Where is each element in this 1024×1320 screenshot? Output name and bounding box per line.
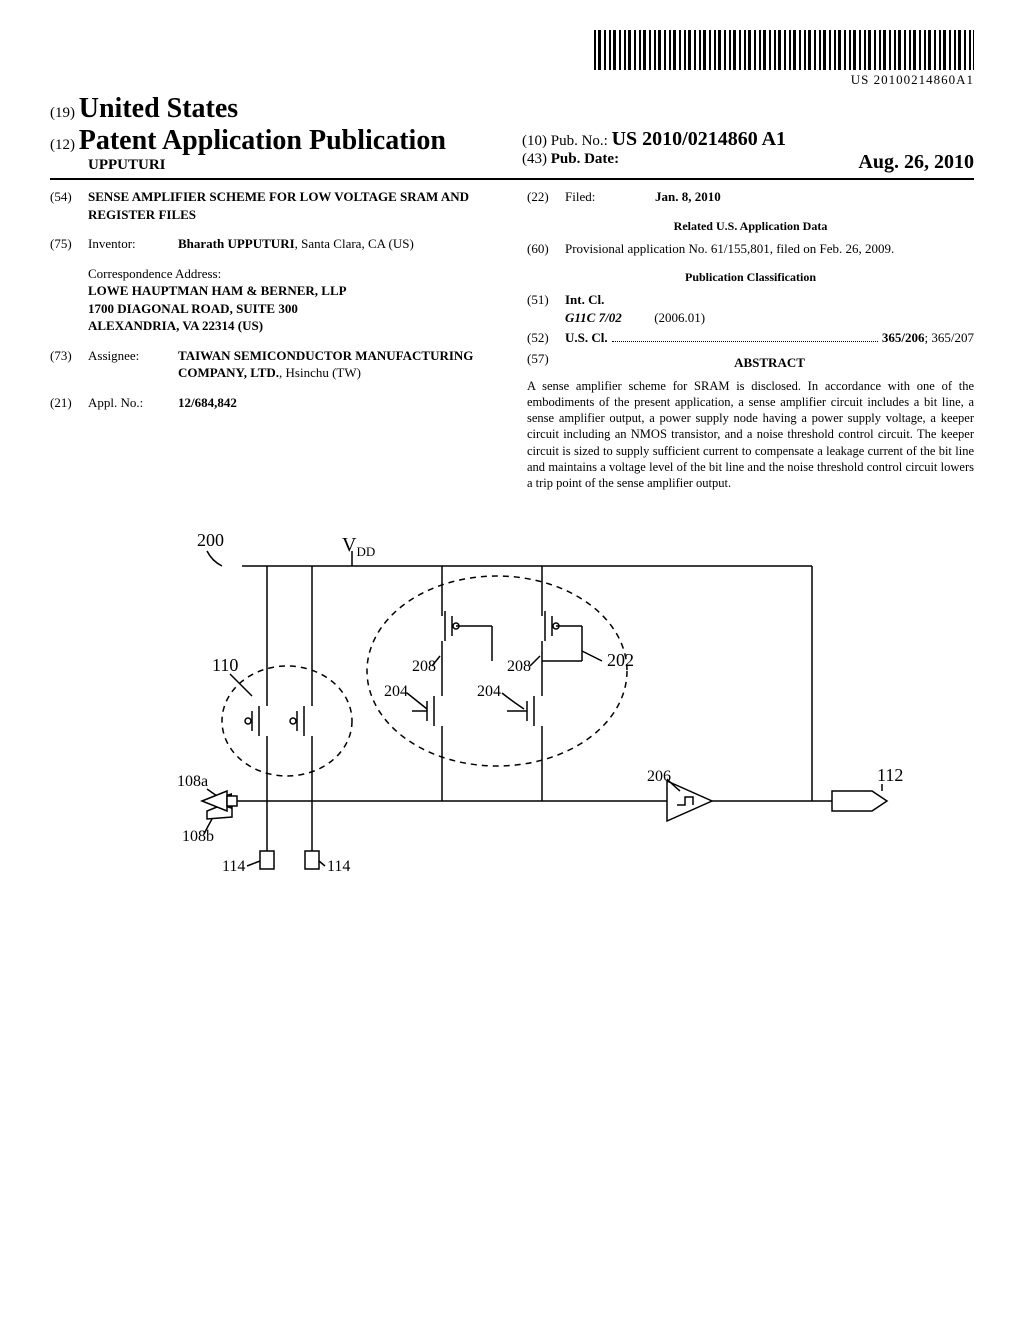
right-column: (22) Filed: Jan. 8, 2010 Related U.S. Ap… <box>527 188 974 491</box>
pub-date-code: (43) <box>522 151 547 167</box>
figure-area: 200 VDD 110 <box>50 521 974 906</box>
uscl-code: (52) <box>527 329 565 347</box>
ref-108b: 108b <box>182 828 214 845</box>
ref-208-right: 208 <box>507 658 531 675</box>
header-left: (19) United States (12) Patent Applicati… <box>50 93 502 174</box>
filed-label: Filed: <box>565 188 655 206</box>
assignee-row: (73) Assignee: TAIWAN SEMICONDUCTOR MANU… <box>50 347 497 382</box>
ref-208-left: 208 <box>412 658 436 675</box>
appl-no-row: (21) Appl. No.: 12/684,842 <box>50 394 497 412</box>
filed-code: (22) <box>527 188 565 206</box>
title-code: (54) <box>50 188 88 223</box>
ref-114-left: 114 <box>222 858 245 875</box>
appl-no-value: 12/684,842 <box>178 394 497 412</box>
patent-page: US 20100214860A1 (19) United States (12)… <box>0 0 1024 936</box>
left-column: (54) SENSE AMPLIFIER SCHEME FOR LOW VOLT… <box>50 188 497 491</box>
assignee-label: Assignee: <box>88 347 178 382</box>
classification-heading: Publication Classification <box>527 269 974 285</box>
correspondence-line2: 1700 DIAGONAL ROAD, SUITE 300 <box>88 300 497 318</box>
inventor-loc: , Santa Clara, CA (US) <box>295 236 414 251</box>
pub-date-value: Aug. 26, 2010 <box>858 151 974 174</box>
ref-206: 206 <box>647 768 671 785</box>
pub-no-value: US 2010/0214860 A1 <box>612 128 786 150</box>
inventor-code: (75) <box>50 235 88 253</box>
intcl-row: (51) Int. Cl. G11C 7/02 (2006.01) <box>527 291 974 326</box>
header-right: (10) Pub. No.: US 2010/0214860 A1 (43) P… <box>502 128 974 174</box>
pub-no-label: Pub. No.: <box>551 133 608 149</box>
ref-204-left: 204 <box>384 683 408 700</box>
appl-no-code: (21) <box>50 394 88 412</box>
vdd-label: VDD <box>342 534 375 559</box>
abstract-text: A sense amplifier scheme for SRAM is dis… <box>527 378 974 492</box>
dotted-fill <box>612 329 878 342</box>
country-name: United States <box>79 93 238 124</box>
ref-114-right: 114 <box>327 858 350 875</box>
inventor-label: Inventor: <box>88 235 178 253</box>
intcl-block: Int. Cl. G11C 7/02 (2006.01) <box>565 291 705 326</box>
title-row: (54) SENSE AMPLIFIER SCHEME FOR LOW VOLT… <box>50 188 497 223</box>
pub-date-line: (43) Pub. Date: Aug. 26, 2010 <box>522 151 974 168</box>
uscl-value-rest: ; 365/207 <box>925 329 974 347</box>
appl-no-label: Appl. No.: <box>88 394 178 412</box>
pub-type-line: (12) Patent Application Publication <box>50 125 502 157</box>
pub-no-line: (10) Pub. No.: US 2010/0214860 A1 <box>522 128 974 151</box>
barcode: US 20100214860A1 <box>594 30 974 88</box>
filed-row: (22) Filed: Jan. 8, 2010 <box>527 188 974 206</box>
abstract-heading-row: (57) ABSTRACT <box>527 350 974 376</box>
abstract-label: ABSTRACT <box>565 354 974 372</box>
ref-110: 110 <box>212 655 238 675</box>
related-data-heading: Related U.S. Application Data <box>527 218 974 234</box>
ref-204-right: 204 <box>477 683 501 700</box>
biblio-two-col: (54) SENSE AMPLIFIER SCHEME FOR LOW VOLT… <box>50 188 974 491</box>
barcode-area: US 20100214860A1 <box>50 30 974 89</box>
intcl-class: G11C 7/02 <box>565 310 622 325</box>
invention-title: SENSE AMPLIFIER SCHEME FOR LOW VOLTAGE S… <box>88 188 497 223</box>
pub-type: Patent Application Publication <box>79 125 446 156</box>
provisional-text: Provisional application No. 61/155,801, … <box>565 240 974 258</box>
uscl-row: (52) U.S. Cl. 365/206; 365/207 <box>527 329 974 347</box>
ref-202: 202 <box>607 650 634 670</box>
intcl-date: (2006.01) <box>654 310 705 325</box>
pub-date-label: Pub. Date: <box>551 151 619 167</box>
correspondence-line3: ALEXANDRIA, VA 22314 (US) <box>88 317 497 335</box>
inventor-row: (75) Inventor: Bharath UPPUTURI, Santa C… <box>50 235 497 253</box>
intcl-code: (51) <box>527 291 565 326</box>
uscl-value-bold: 365/206 <box>882 329 925 347</box>
pub-type-code: (12) <box>50 137 75 153</box>
assignee-code: (73) <box>50 347 88 382</box>
header-row: (19) United States (12) Patent Applicati… <box>50 93 974 180</box>
correspondence-block: Correspondence Address: LOWE HAUPTMAN HA… <box>88 265 497 335</box>
ref-112: 112 <box>877 765 903 785</box>
country-line: (19) United States <box>50 93 502 125</box>
provisional-code: (60) <box>527 240 565 258</box>
country-code: (19) <box>50 105 75 121</box>
barcode-bars <box>594 30 974 70</box>
correspondence-line1: LOWE HAUPTMAN HAM & BERNER, LLP <box>88 282 497 300</box>
ref-200: 200 <box>197 530 224 550</box>
inventor-value: Bharath UPPUTURI, Santa Clara, CA (US) <box>178 235 497 253</box>
abstract-code: (57) <box>527 350 565 376</box>
filed-value: Jan. 8, 2010 <box>655 188 974 206</box>
pub-no-code: (10) <box>522 133 547 149</box>
intcl-label: Int. Cl. <box>565 291 705 309</box>
uscl-label: U.S. Cl. <box>565 329 608 347</box>
provisional-row: (60) Provisional application No. 61/155,… <box>527 240 974 258</box>
author-surname: UPPUTURI <box>50 157 502 174</box>
assignee-value: TAIWAN SEMICONDUCTOR MANUFACTURING COMPA… <box>178 347 497 382</box>
circuit-diagram: 200 VDD 110 <box>112 521 912 901</box>
assignee-loc: , Hsinchu (TW) <box>279 365 361 380</box>
barcode-number: US 20100214860A1 <box>594 72 974 88</box>
correspondence-label: Correspondence Address: <box>88 265 497 283</box>
inventor-name: Bharath UPPUTURI <box>178 236 295 251</box>
uscl-line: U.S. Cl. 365/206; 365/207 <box>565 329 974 347</box>
ref-108a: 108a <box>177 773 208 790</box>
